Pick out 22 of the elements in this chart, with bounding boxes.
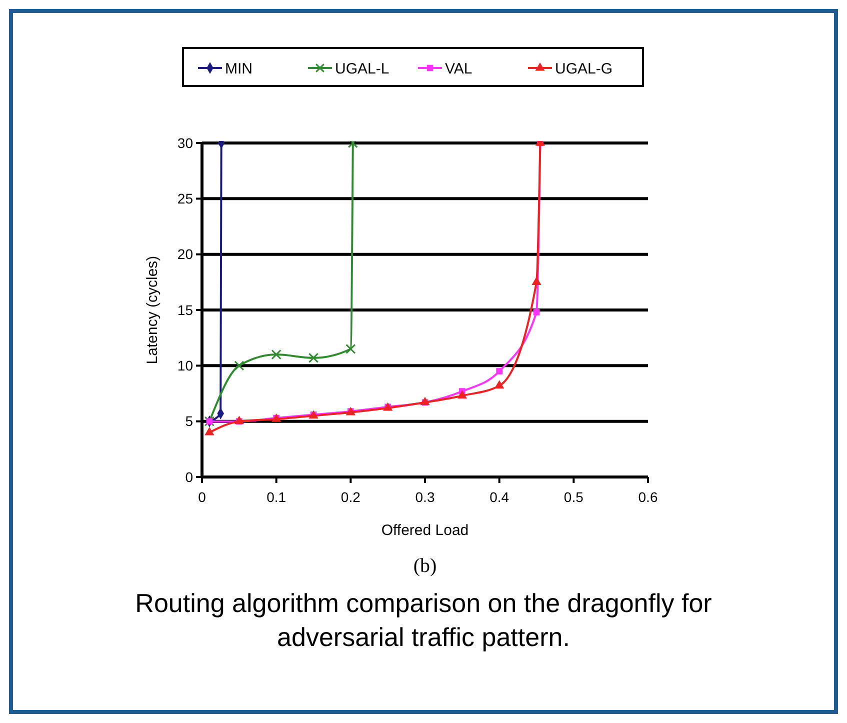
x-tick-label: 0.4 [490,489,510,505]
y-tick-label: 0 [185,468,194,485]
y-tick-label: 20 [177,246,194,262]
text: (b) [413,555,437,577]
x-tick-label: 0.6 [638,489,658,505]
legend-label: MIN [225,60,252,78]
x-tick-label: 0.2 [340,489,361,505]
text: Routing algorithm comparison on the dragonfly for adversarial traffic pattern. [135,588,712,652]
x-tick-label: 0.3 [415,489,435,505]
y-tick-label: 10 [177,358,194,374]
x-tick-label: 0.1 [266,489,286,505]
y-tick-label: 15 [177,302,194,318]
legend-label: UGAL-L [335,60,390,78]
y-tick-label: 5 [185,413,194,430]
x-tick-label: 0 [198,489,206,505]
x-axis-title: Offered Load [381,522,469,539]
y-axis-title: Latency (cycles) [144,256,161,364]
y-tick-label: 25 [177,190,194,207]
legend-label: VAL [445,60,472,78]
x-tick-label: 0.5 [564,489,584,505]
legend-label: UGAL-G [555,60,613,78]
y-tick-label: 30 [177,134,194,151]
